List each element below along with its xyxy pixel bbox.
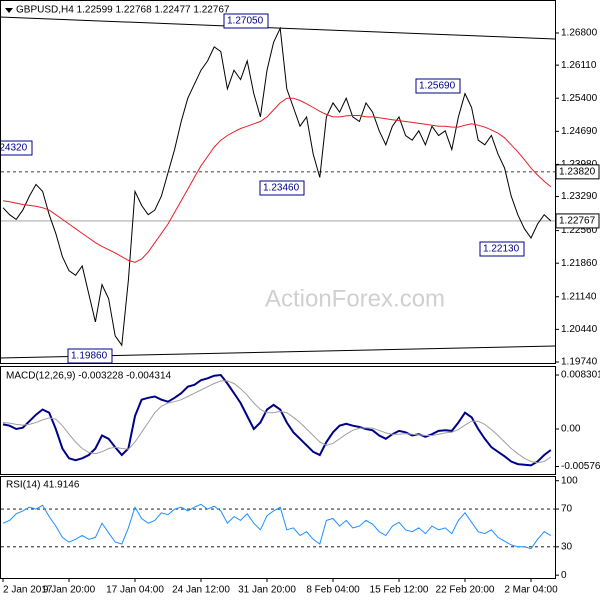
annotation: 1.19860 [71, 351, 108, 362]
y-tick-label: 0.00 [561, 424, 581, 435]
level-label: 1.22767 [559, 216, 596, 227]
price-panel [0, 0, 556, 364]
y-tick-label: 0.008301 [561, 370, 600, 381]
x-tick-label: 24 Jan 12:00 [172, 585, 230, 596]
annotation: 1.24320 [0, 143, 28, 154]
y-tick-label: 30 [561, 541, 573, 552]
y-tick-label: 1.25400 [561, 93, 598, 104]
x-tick-label: 9 Jan 20:00 [43, 585, 96, 596]
y-tick-label: 1.21860 [561, 258, 598, 269]
watermark: ActionForex.com [265, 285, 445, 312]
annotation: 1.22130 [483, 244, 520, 255]
x-tick-label: 31 Jan 20:00 [238, 585, 296, 596]
y-tick-label: 1.19740 [561, 357, 598, 368]
y-tick-label: 1.26800 [561, 28, 598, 39]
annotation: 1.27050 [227, 16, 264, 27]
x-tick-label: 2 Jan 2017 [3, 585, 53, 596]
y-tick-label: 1.20440 [561, 324, 598, 335]
rsi-title: RSI(14) 41.9146 [6, 480, 80, 491]
y-tick-label: 1.23290 [561, 191, 598, 202]
y-tick-label: 1.21140 [561, 291, 597, 302]
annotation: 1.23460 [263, 183, 300, 194]
x-tick-label: 15 Feb 12:00 [370, 585, 429, 596]
annotation-box [415, 78, 461, 94]
trend-line [0, 16, 556, 40]
level-label: 1.23820 [559, 166, 596, 177]
x-tick-label: 22 Feb 20:00 [436, 585, 495, 596]
y-tick-label: 0 [561, 570, 567, 581]
symbol-icon [5, 8, 13, 13]
x-tick-label: 17 Jan 04:00 [106, 585, 164, 596]
price-title: GBPUSD,H4 1.22599 1.22768 1.22477 1.2276… [16, 5, 230, 16]
annotation-box [67, 348, 113, 363]
x-tick-label: 8 Feb 04:00 [306, 585, 360, 596]
level-label-box [555, 164, 600, 180]
annotation-box [1, 140, 33, 156]
x-tick-label: 2 Mar 04:00 [504, 585, 558, 596]
rsi-panel [0, 476, 556, 579]
series-line [2, 503, 552, 550]
series-line [2, 373, 552, 467]
price-plot: 1.27050 1.23460 1.25690 1.22130 1.19860 1.243… [0, 13, 555, 363]
series-line [2, 97, 552, 263]
annotation-box [223, 13, 269, 29]
annotation-box [479, 241, 525, 257]
y-tick-label: 1.22560 [561, 225, 598, 236]
y-tick-label: 1.26110 [561, 60, 597, 71]
macd-panel [0, 366, 556, 475]
annotation: 1.25690 [419, 81, 456, 92]
y-tick-label: -0.005768 [561, 461, 600, 472]
series-line [2, 26, 552, 347]
y-tick-label: 100 [561, 475, 578, 486]
level-label-box [555, 213, 600, 229]
macd-title: MACD(12,26,9) -0.003228 -0.004314 [6, 371, 172, 382]
y-tick-label: 1.24690 [561, 126, 598, 137]
series-line [2, 380, 552, 464]
annotation-box [259, 180, 305, 196]
y-tick-label: 70 [561, 504, 573, 515]
